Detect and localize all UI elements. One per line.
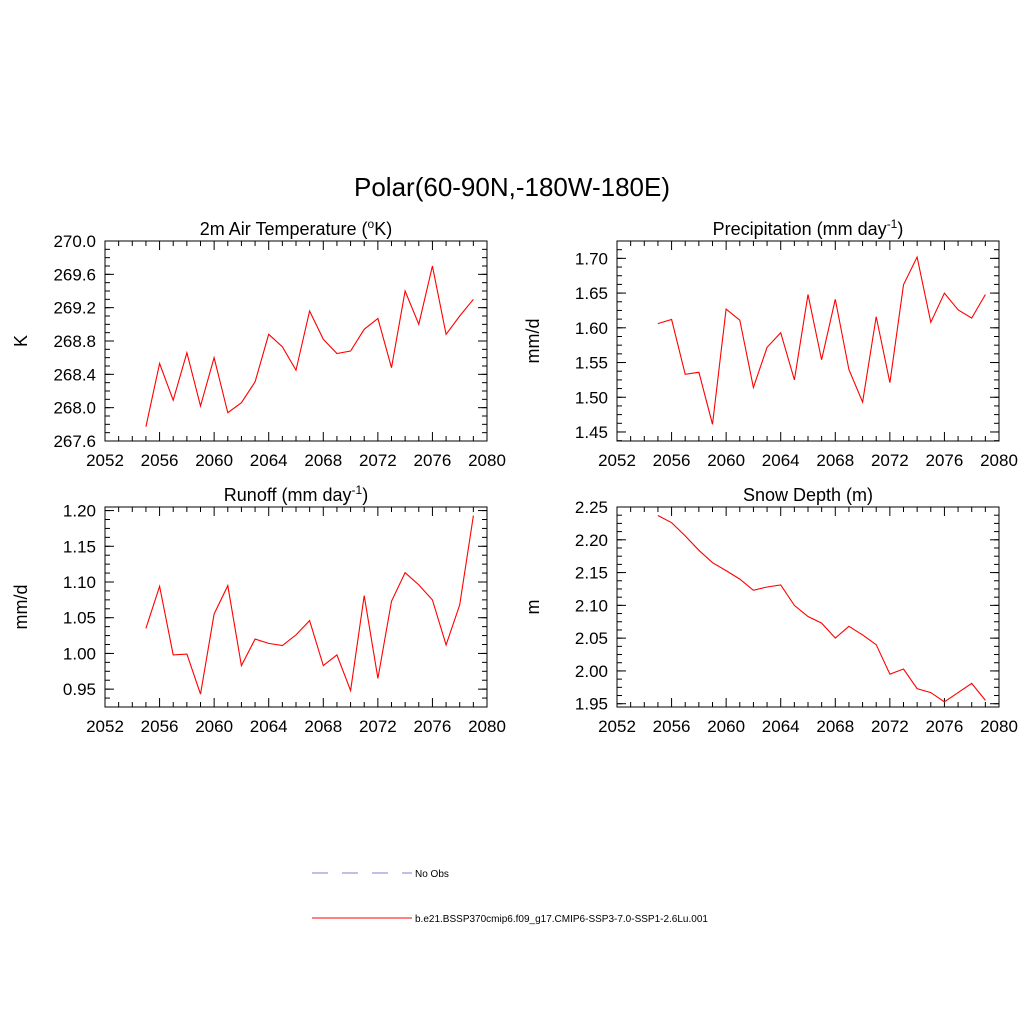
panel-title-end: ) bbox=[362, 485, 368, 505]
y-tick-label: 269.2 bbox=[53, 299, 96, 318]
y-tick-label: 1.45 bbox=[575, 423, 608, 442]
x-tick-label: 2080 bbox=[980, 717, 1018, 736]
y-tick-label: 2.15 bbox=[575, 564, 608, 583]
y-axis-label: mm/d bbox=[523, 319, 543, 364]
y-axis-label: m bbox=[523, 600, 543, 615]
x-tick-label: 2076 bbox=[926, 451, 964, 470]
y-tick-label: 0.95 bbox=[63, 680, 96, 699]
x-tick-label: 2060 bbox=[707, 451, 745, 470]
y-tick-label: 1.15 bbox=[63, 537, 96, 556]
y-tick-label: 1.60 bbox=[575, 319, 608, 338]
figure-title: Polar(60-90N,-180W-180E) bbox=[354, 172, 670, 202]
y-tick-label: 1.00 bbox=[63, 644, 96, 663]
x-tick-label: 2052 bbox=[86, 451, 124, 470]
x-tick-label: 2072 bbox=[359, 451, 397, 470]
series-line bbox=[145, 515, 474, 695]
panel-title-main: Snow Depth (m) bbox=[743, 485, 873, 505]
panel-title-end: ) bbox=[897, 219, 903, 239]
panel-title-superscript: -1 bbox=[887, 217, 898, 231]
y-tick-label: 1.05 bbox=[63, 609, 96, 628]
x-tick-label: 2080 bbox=[980, 451, 1018, 470]
x-tick-label: 2068 bbox=[816, 451, 854, 470]
x-tick-label: 2068 bbox=[816, 717, 854, 736]
y-tick-label: 1.20 bbox=[63, 502, 96, 521]
panel-title-end: K) bbox=[374, 219, 392, 239]
x-tick-label: 2060 bbox=[195, 451, 233, 470]
x-tick-label: 2056 bbox=[653, 451, 691, 470]
x-tick-label: 2056 bbox=[141, 717, 179, 736]
legend-model-label: b.e21.BSSP370cmip6.f09_g17.CMIP6-SSP3-7.… bbox=[415, 914, 708, 925]
x-tick-label: 2052 bbox=[598, 717, 636, 736]
y-tick-label: 1.10 bbox=[63, 573, 96, 592]
panel-title-superscript: -1 bbox=[352, 483, 363, 497]
panel-title: Runoff (mm day-1) bbox=[224, 483, 368, 505]
y-tick-label: 268.8 bbox=[53, 332, 96, 351]
y-tick-label: 267.6 bbox=[53, 432, 96, 451]
panel-title-main: 2m Air Temperature ( bbox=[200, 219, 368, 239]
y-tick-label: 2.25 bbox=[575, 498, 608, 517]
y-tick-label: 2.05 bbox=[575, 629, 608, 648]
x-tick-label: 2076 bbox=[414, 717, 452, 736]
x-tick-label: 2060 bbox=[707, 717, 745, 736]
y-tick-label: 268.4 bbox=[53, 365, 96, 384]
x-tick-label: 2072 bbox=[359, 717, 397, 736]
panel-title: Precipitation (mm day-1) bbox=[713, 217, 904, 239]
y-axis-label: K bbox=[11, 335, 31, 347]
series-line bbox=[657, 255, 986, 425]
x-tick-label: 2052 bbox=[598, 451, 636, 470]
series-line bbox=[657, 515, 986, 703]
y-tick-label: 2.10 bbox=[575, 596, 608, 615]
y-axis-label: mm/d bbox=[11, 585, 31, 630]
x-tick-label: 2060 bbox=[195, 717, 233, 736]
y-tick-label: 1.70 bbox=[575, 249, 608, 268]
plot-frame bbox=[616, 506, 1000, 708]
y-tick-label: 1.65 bbox=[575, 284, 608, 303]
x-tick-label: 2064 bbox=[762, 451, 800, 470]
legend-obs-label: No Obs bbox=[415, 869, 449, 880]
x-tick-label: 2072 bbox=[871, 717, 909, 736]
x-tick-label: 2080 bbox=[468, 451, 506, 470]
y-tick-label: 269.6 bbox=[53, 265, 96, 284]
x-tick-label: 2056 bbox=[141, 451, 179, 470]
x-tick-label: 2068 bbox=[304, 717, 342, 736]
x-tick-label: 2056 bbox=[653, 717, 691, 736]
y-tick-label: 1.55 bbox=[575, 354, 608, 373]
panel-temperature: 2m Air Temperature (oK) K 2052 2056 2060 2064… bbox=[11, 217, 506, 470]
y-tick-label: 270.0 bbox=[53, 232, 96, 251]
panel-title-superscript: o bbox=[368, 217, 375, 231]
x-tick-label: 2080 bbox=[468, 717, 506, 736]
panel-snow-depth: Snow Depth (m) m 2052 2056 2060 2064 2068 2072 2… bbox=[523, 485, 1018, 736]
plot-frame bbox=[104, 506, 488, 708]
panel-title-main: Runoff (mm day bbox=[224, 485, 352, 505]
x-tick-label: 2064 bbox=[762, 717, 800, 736]
panels-group: 2m Air Temperature (oK) K 2052 2056 2060 2064… bbox=[11, 217, 1018, 736]
plot-frame bbox=[616, 240, 1000, 442]
x-tick-label: 2064 bbox=[250, 451, 288, 470]
x-tick-label: 2072 bbox=[871, 451, 909, 470]
series-line bbox=[145, 265, 474, 427]
x-tick-label: 2064 bbox=[250, 717, 288, 736]
y-tick-label: 1.95 bbox=[575, 695, 608, 714]
y-tick-label: 2.20 bbox=[575, 531, 608, 550]
x-tick-label: 2076 bbox=[926, 717, 964, 736]
plot-frame bbox=[104, 240, 488, 442]
y-tick-label: 1.50 bbox=[575, 388, 608, 407]
panel-precipitation: Precipitation (mm day-1) mm/d 2052 2056 2060… bbox=[523, 217, 1018, 470]
panel-title: Snow Depth (m) bbox=[743, 485, 873, 505]
y-tick-label: 2.00 bbox=[575, 662, 608, 681]
y-tick-label: 268.0 bbox=[53, 399, 96, 418]
panel-title-main: Precipitation (mm day bbox=[713, 219, 887, 239]
panel-runoff: Runoff (mm day-1) mm/d 2052 2056 2060 2064 206… bbox=[11, 483, 506, 736]
panel-title: 2m Air Temperature (oK) bbox=[200, 217, 392, 239]
legend: No Obs b.e21.BSSP370cmip6.f09_g17.CMIP6-… bbox=[312, 869, 708, 925]
x-tick-label: 2068 bbox=[304, 451, 342, 470]
x-tick-label: 2076 bbox=[414, 451, 452, 470]
x-tick-label: 2052 bbox=[86, 717, 124, 736]
